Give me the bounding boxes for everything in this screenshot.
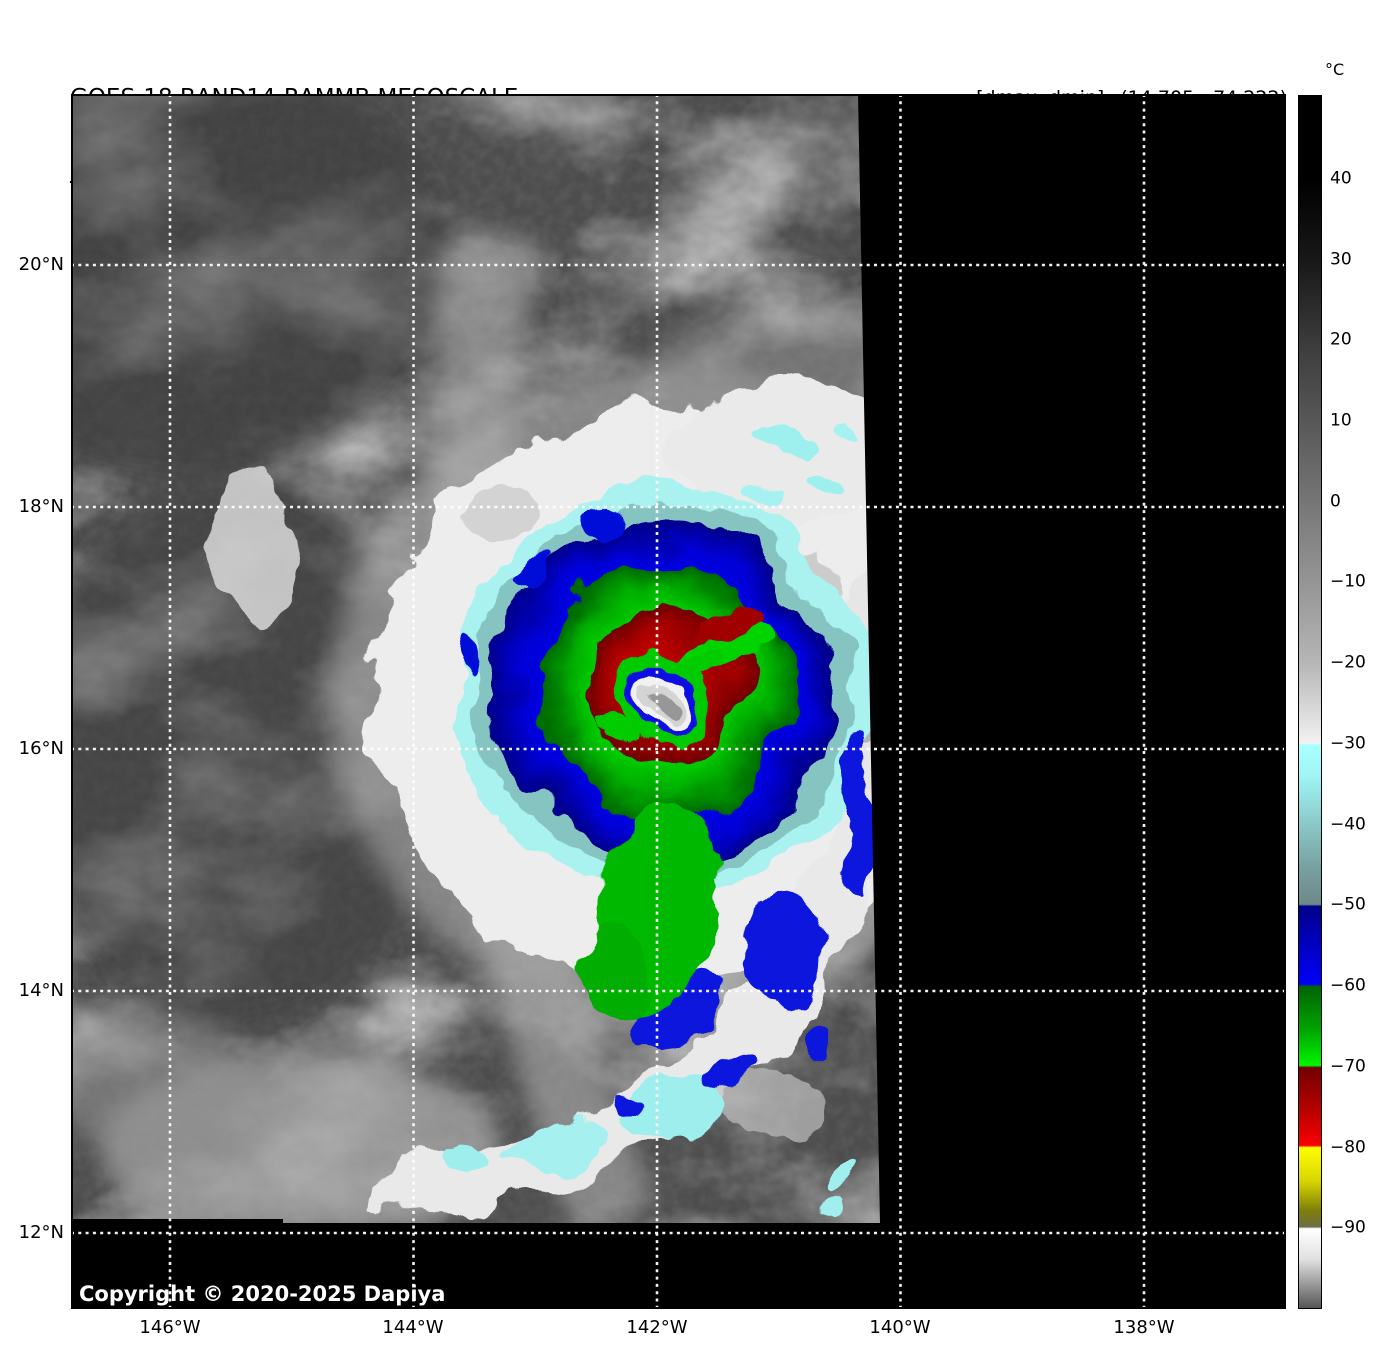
colorbar-tick: 30	[1330, 249, 1352, 270]
colorbar-tick: −60	[1330, 975, 1366, 996]
lon-label-140w: 140°W	[869, 1317, 931, 1338]
lon-label-142w: 142°W	[626, 1317, 688, 1338]
colorbar	[1298, 95, 1322, 1309]
map-border	[71, 94, 1286, 1309]
lat-label-16n: 16°N	[18, 738, 64, 760]
lon-label-146w: 146°W	[139, 1317, 201, 1338]
colorbar-tick: 40	[1330, 168, 1352, 189]
colorbar-tick: −10	[1330, 571, 1366, 592]
satellite-map: Copyright © 2020-2025 Dapiya	[71, 94, 1286, 1309]
colorbar-tick: −30	[1330, 733, 1366, 754]
storm-eye	[621, 654, 715, 748]
colorbar-tick: 0	[1330, 491, 1341, 512]
lat-label-18n: 18°N	[18, 496, 64, 518]
colorbar-tick: −40	[1330, 814, 1366, 835]
lat-label-14n: 14°N	[18, 980, 64, 1002]
no-data-region	[71, 94, 1286, 1309]
colorbar-tick: −80	[1330, 1137, 1366, 1158]
colorbar-tick: −70	[1330, 1056, 1366, 1077]
copyright-watermark: Copyright © 2020-2025 Dapiya	[79, 1282, 445, 1306]
colorbar-tick: 10	[1330, 410, 1352, 431]
map-clip-group: Copyright © 2020-2025 Dapiya	[71, 94, 1286, 1309]
graticule	[71, 94, 1286, 1309]
colorbar-tick: 20	[1330, 329, 1352, 350]
lon-label-138w: 138°W	[1113, 1317, 1175, 1338]
colorbar-tick: −90	[1330, 1217, 1366, 1238]
colorbar-tick: −20	[1330, 652, 1366, 673]
lat-label-12n: 12°N	[18, 1222, 64, 1244]
lon-label-144w: 144°W	[382, 1317, 444, 1338]
lat-label-20n: 20°N	[18, 254, 64, 276]
colorbar-tick: −50	[1330, 894, 1366, 915]
satellite-image: Copyright © 2020-2025 Dapiya	[71, 94, 1286, 1309]
storm-system	[210, 379, 957, 1215]
colorbar-unit-label: °C	[1325, 60, 1345, 79]
